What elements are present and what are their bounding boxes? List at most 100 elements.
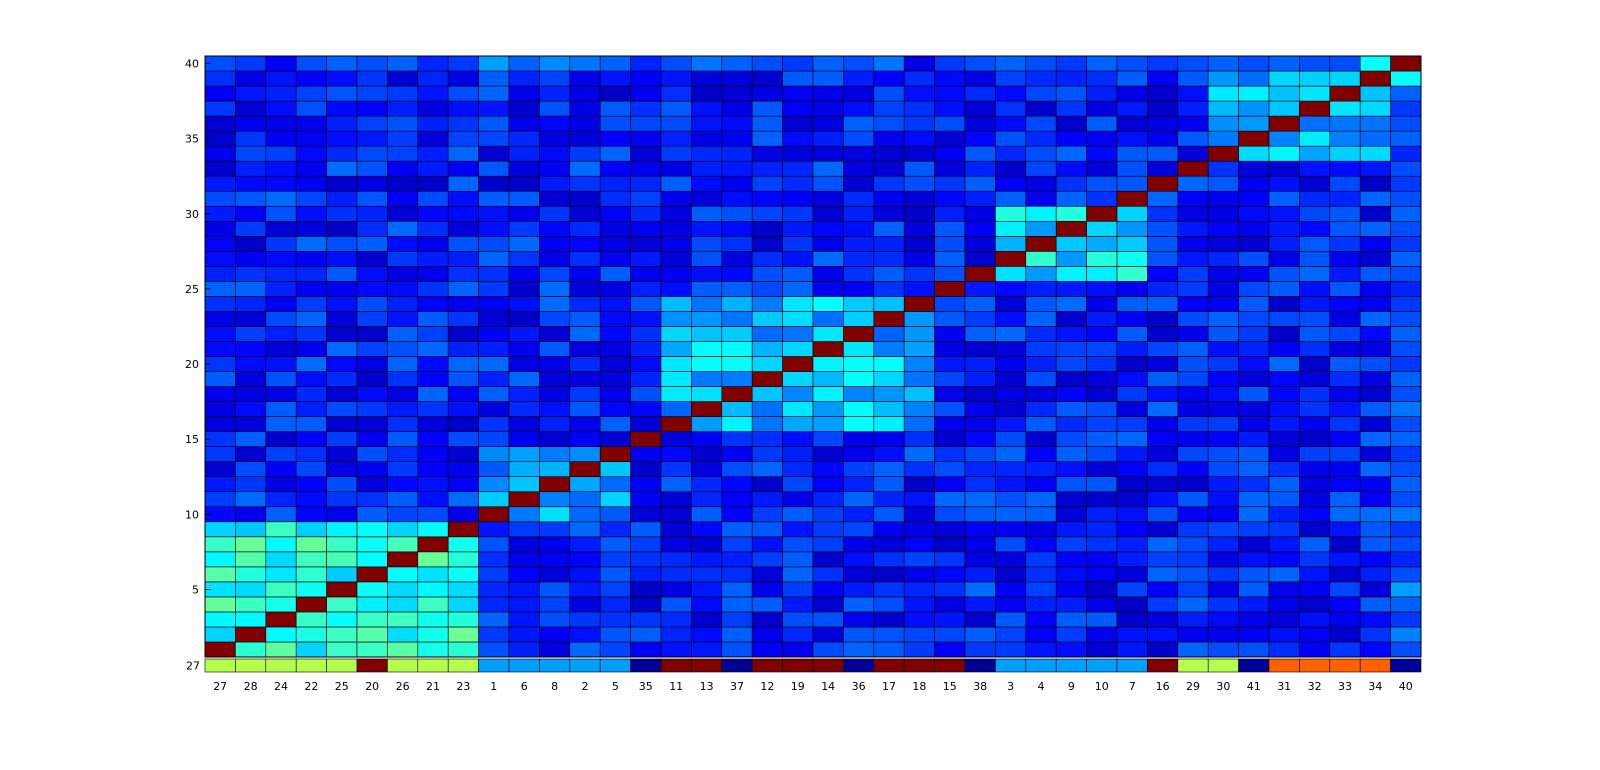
heatmap-cell xyxy=(843,160,875,177)
heatmap-cell xyxy=(295,205,327,222)
heatmap-cell xyxy=(417,266,449,282)
heatmap-cell xyxy=(934,115,966,132)
heatmap-cell xyxy=(843,566,875,583)
heatmap-cell xyxy=(447,491,479,508)
heatmap-cell xyxy=(934,371,966,387)
x-tick-label: 33 xyxy=(1338,680,1352,693)
heatmap-cell xyxy=(1299,401,1331,417)
heatmap-cell xyxy=(1116,611,1148,628)
heatmap-cell xyxy=(1390,85,1422,102)
heatmap-cell xyxy=(1238,100,1270,117)
heatmap-cell xyxy=(265,145,297,162)
heatmap-cell xyxy=(843,596,875,613)
heatmap-cell xyxy=(812,461,844,478)
heatmap-cell xyxy=(903,311,935,327)
heatmap-cell xyxy=(873,296,905,312)
heatmap-cell xyxy=(1207,70,1239,87)
heatmap-cell xyxy=(569,175,601,192)
heatmap-cell xyxy=(1329,251,1361,267)
heatmap-cell xyxy=(204,386,236,402)
heatmap-cell xyxy=(630,55,662,72)
heatmap-cell xyxy=(1025,626,1057,643)
heatmap-cell xyxy=(903,100,935,117)
heatmap-cell xyxy=(1238,506,1270,523)
heatmap-cell xyxy=(995,596,1027,613)
heatmap-cell xyxy=(630,431,662,447)
heatmap-cell xyxy=(265,175,297,192)
heatmap-cell xyxy=(782,130,814,147)
heatmap-cell xyxy=(478,416,510,432)
heatmap-cell xyxy=(782,611,814,628)
heatmap-cell xyxy=(295,85,327,102)
heatmap-cell xyxy=(204,416,236,432)
heatmap-cell xyxy=(265,506,297,523)
heatmap-cell xyxy=(812,251,844,267)
x-tick-label: 14 xyxy=(821,680,835,693)
heatmap-cell xyxy=(235,581,267,598)
heatmap-cell xyxy=(447,85,479,102)
heatmap-cell xyxy=(508,491,540,508)
heatmap-cell xyxy=(508,311,540,327)
heatmap-cell xyxy=(387,386,419,402)
heatmap-cell xyxy=(1177,145,1209,162)
heatmap-cell xyxy=(265,55,297,72)
heatmap-cell xyxy=(1238,461,1270,478)
heatmap-cell xyxy=(1177,130,1209,147)
cluster-strip-cell xyxy=(1116,658,1148,673)
heatmap-cell xyxy=(356,251,388,267)
heatmap-cell xyxy=(1329,581,1361,598)
heatmap-cell xyxy=(843,326,875,342)
heatmap-cell xyxy=(1177,401,1209,417)
heatmap-cell xyxy=(782,311,814,327)
heatmap-cell xyxy=(1025,566,1057,583)
heatmap-cell xyxy=(751,476,783,493)
heatmap-cell xyxy=(721,85,753,102)
heatmap-cell xyxy=(508,115,540,132)
heatmap-cell xyxy=(630,266,662,282)
heatmap-cell xyxy=(660,326,692,342)
cluster-strip-cell xyxy=(812,658,844,673)
heatmap-cell xyxy=(326,220,358,237)
heatmap-cell xyxy=(660,175,692,192)
heatmap-cell xyxy=(1116,626,1148,643)
heatmap-cell xyxy=(235,401,267,417)
heatmap-cell xyxy=(1177,386,1209,402)
heatmap-cell xyxy=(1147,566,1179,583)
heatmap-cell xyxy=(478,281,510,297)
heatmap-cell xyxy=(295,100,327,117)
heatmap-cell xyxy=(1086,266,1118,282)
heatmap-cell xyxy=(1086,311,1118,327)
heatmap-cell xyxy=(356,626,388,643)
heatmap-cell xyxy=(751,175,783,192)
heatmap-cell xyxy=(1086,100,1118,117)
heatmap-cell xyxy=(843,536,875,553)
heatmap-cell xyxy=(599,386,631,402)
heatmap-cell xyxy=(995,611,1027,628)
heatmap-cell xyxy=(1238,536,1270,553)
heatmap-cell xyxy=(934,476,966,493)
heatmap-cell xyxy=(539,641,571,658)
heatmap-cell xyxy=(235,190,267,207)
heatmap-cell xyxy=(478,386,510,402)
heatmap-cell xyxy=(1055,476,1087,493)
heatmap-cell xyxy=(782,115,814,132)
heatmap-cell xyxy=(812,266,844,282)
heatmap-cell xyxy=(782,251,814,267)
heatmap-cell xyxy=(1147,641,1179,658)
heatmap-cell xyxy=(1086,401,1118,417)
heatmap-cell xyxy=(1116,175,1148,192)
heatmap-cell xyxy=(964,356,996,372)
heatmap-cell xyxy=(903,596,935,613)
heatmap-cell xyxy=(295,461,327,478)
heatmap-cell xyxy=(326,536,358,553)
heatmap-cell xyxy=(1207,130,1239,147)
heatmap-cell xyxy=(1238,371,1270,387)
heatmap-cell xyxy=(1329,85,1361,102)
heatmap-cell xyxy=(356,566,388,583)
heatmap-cell xyxy=(508,266,540,282)
heatmap-cell xyxy=(660,416,692,432)
heatmap-cell xyxy=(721,175,753,192)
heatmap-cell xyxy=(1359,401,1391,417)
heatmap-cell xyxy=(1268,341,1300,357)
heatmap-cell xyxy=(903,491,935,508)
